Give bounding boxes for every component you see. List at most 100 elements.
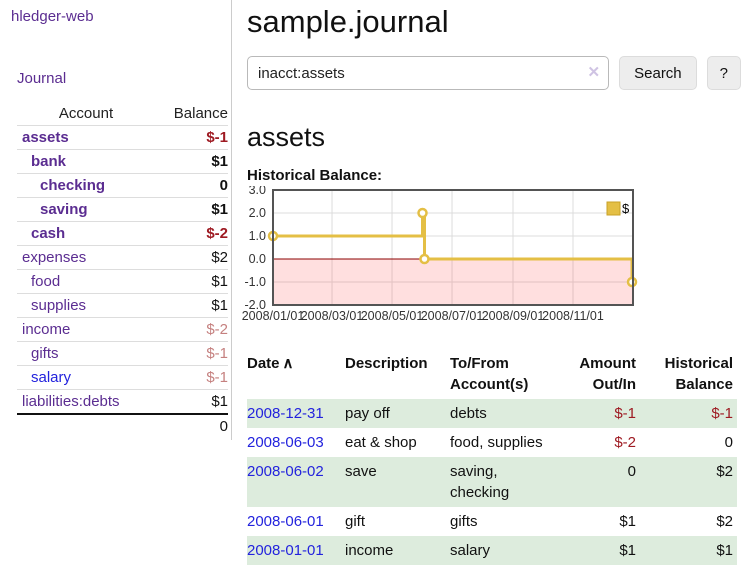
svg-text:2008/05/01: 2008/05/01 (361, 309, 424, 323)
account-balance: $1 (155, 390, 228, 415)
register-header-row: Date∧ Description To/From Account(s) Amo… (247, 351, 737, 399)
svg-text:2008/09/01: 2008/09/01 (482, 309, 545, 323)
transaction-amount: $-2 (560, 428, 640, 457)
brand-link[interactable]: hledger-web (11, 8, 94, 25)
account-link[interactable]: assets (22, 129, 69, 146)
account-link[interactable]: bank (31, 153, 66, 170)
svg-text:2008/03/01: 2008/03/01 (301, 309, 364, 323)
transaction-description: eat & shop (345, 428, 450, 457)
account-link[interactable]: saving (40, 201, 88, 218)
account-balance: $1 (155, 270, 228, 294)
account-row: income $-2 (17, 318, 228, 342)
account-row: checking0 (17, 174, 228, 198)
transaction-accounts: salary (450, 536, 560, 565)
transaction-date-link[interactable]: 2008-06-01 (247, 513, 324, 530)
svg-text:$: $ (622, 201, 630, 216)
search-bar: ✕ Search ? (247, 56, 741, 90)
svg-text:2.0: 2.0 (249, 206, 266, 220)
transaction-amount: $1 (560, 507, 640, 536)
accounts-table: Account Balance assets$-1bank$1checking0… (17, 102, 228, 438)
transaction-balance: $-1 (640, 399, 737, 428)
svg-text:1.0: 1.0 (249, 229, 266, 243)
accounts-header-balance: Balance (155, 102, 228, 126)
accounts-header-account: Account (17, 102, 155, 126)
account-balance: $-1 (155, 366, 228, 390)
historical-balance-chart: 3.02.01.00.0-1.0-2.02008/01/012008/03/01… (239, 186, 641, 331)
date-header-label: Date (247, 355, 280, 372)
chart-caption: Historical Balance: (247, 167, 741, 184)
account-link[interactable]: checking (40, 177, 105, 194)
accounts-total-row: 0 (17, 414, 228, 438)
page-title: sample.journal (247, 4, 741, 40)
account-link[interactable]: liabilities:debts (22, 393, 120, 410)
account-balance: $1 (155, 294, 228, 318)
transaction-row: 2008-06-01giftgifts$1$2 (247, 507, 737, 536)
register-table: Date∧ Description To/From Account(s) Amo… (247, 351, 737, 565)
account-row: cash $-2 (17, 222, 228, 246)
transaction-amount: $-1 (560, 399, 640, 428)
sidebar-item-journal[interactable]: Journal (17, 70, 66, 87)
transaction-date-link[interactable]: 2008-12-31 (247, 405, 324, 422)
transaction-accounts: debts (450, 399, 560, 428)
register-header-description: Description (345, 351, 450, 399)
register-header-balance: Historical Balance (640, 351, 737, 399)
svg-text:-1.0: -1.0 (244, 275, 266, 289)
transaction-row: 2008-01-01incomesalary$1$1 (247, 536, 737, 565)
account-balance: $-1 (155, 342, 228, 366)
account-balance: $1 (155, 198, 228, 222)
account-row: gifts $-1 (17, 342, 228, 366)
account-row: assets$-1 (17, 126, 228, 150)
transaction-row: 2008-12-31pay offdebts$-1$-1 (247, 399, 737, 428)
transaction-date-link[interactable]: 2008-06-02 (247, 463, 324, 480)
account-row: food $1 (17, 270, 228, 294)
account-balance: $-2 (155, 222, 228, 246)
accounts-table-header: Account Balance (17, 102, 228, 126)
account-table-body: assets$-1bank$1checking0saving$1cash$-2e… (17, 126, 228, 415)
account-row: bank $1 (17, 150, 228, 174)
transaction-accounts: saving, checking (450, 457, 560, 507)
transaction-amount: 0 (560, 457, 640, 507)
svg-text:2008/11/01: 2008/11/01 (542, 309, 604, 323)
svg-text:3.0: 3.0 (249, 186, 266, 197)
account-link[interactable]: income (22, 321, 70, 338)
account-balance: $1 (155, 150, 228, 174)
transaction-balance: $1 (640, 536, 737, 565)
transaction-row: 2008-06-03 eat & shopfood, supplies$-20 (247, 428, 737, 457)
search-input[interactable] (247, 56, 609, 90)
account-link[interactable]: gifts (31, 345, 59, 362)
register-table-body: 2008-12-31pay offdebts$-1$-1 2008-06-03 ea… (247, 399, 737, 565)
search-button[interactable]: Search (619, 56, 697, 90)
account-link[interactable]: expenses (22, 249, 86, 266)
transaction-accounts: gifts (450, 507, 560, 536)
account-link[interactable]: salary (31, 369, 71, 386)
main-content: sample.journal ✕ Search ? assets Histori… (247, 0, 741, 565)
account-link[interactable]: food (31, 273, 60, 290)
transaction-balance: 0 (640, 428, 737, 457)
transaction-accounts: food, supplies (450, 428, 560, 457)
help-button[interactable]: ? (707, 56, 741, 90)
register-header-accounts: To/From Account(s) (450, 351, 560, 399)
transaction-row: 2008-06-02 savesaving, checking0$2 (247, 457, 737, 507)
sidebar: hledger-web Journal Account Balance asse… (0, 0, 232, 440)
svg-text:2008/07/01: 2008/07/01 (421, 309, 484, 323)
svg-text:0.0: 0.0 (249, 252, 266, 266)
account-row: expenses$2 (17, 246, 228, 270)
transaction-date-link[interactable]: 2008-01-01 (247, 542, 324, 559)
account-row: saving $1 (17, 198, 228, 222)
transaction-description: income (345, 536, 450, 565)
clear-search-icon[interactable]: ✕ (588, 63, 601, 81)
account-row: supplies $1 (17, 294, 228, 318)
account-link[interactable]: supplies (31, 297, 86, 314)
register-header-amount: Amount Out/In (560, 351, 640, 399)
transaction-balance: $2 (640, 457, 737, 507)
transaction-description: save (345, 457, 450, 507)
account-link[interactable]: cash (31, 225, 65, 242)
accounts-total-value: 0 (155, 414, 228, 438)
search-input-wrapper: ✕ (247, 56, 609, 90)
app-layout: hledger-web Journal Account Balance asse… (0, 0, 742, 565)
transaction-date-link[interactable]: 2008-06-03 (247, 434, 324, 451)
svg-text:2008/01/01: 2008/01/01 (242, 309, 305, 323)
sort-asc-icon: ∧ (283, 355, 294, 372)
register-header-date[interactable]: Date∧ (247, 351, 345, 399)
account-balance: $-2 (155, 318, 228, 342)
